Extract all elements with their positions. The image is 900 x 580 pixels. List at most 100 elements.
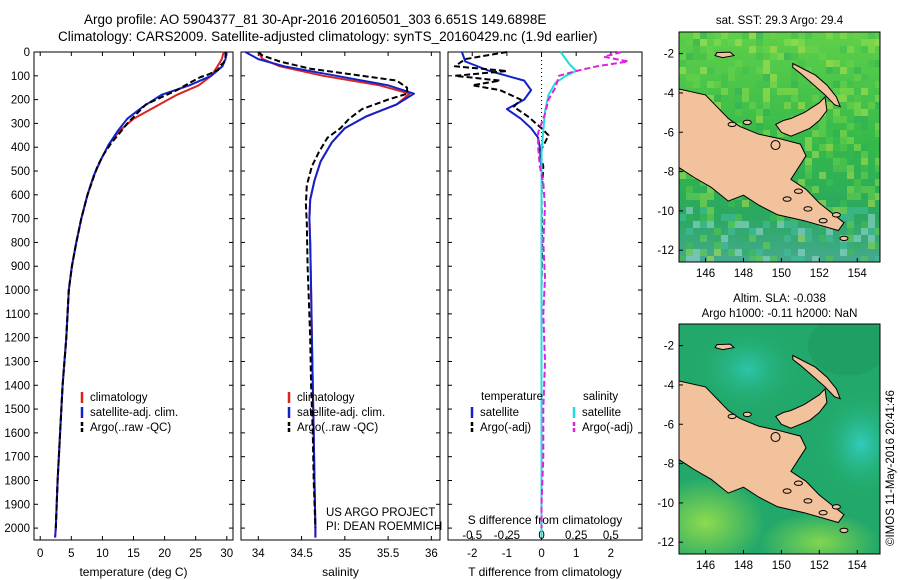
sst-pixel (784, 221, 791, 228)
sst-pixel (728, 200, 735, 207)
sst-pixel (679, 39, 686, 46)
sst-pixel (840, 207, 847, 214)
sst-pixel (861, 186, 868, 193)
x-axis-label: temperature (deg C) (79, 565, 187, 579)
sst-pixel (840, 130, 847, 137)
series-line-temperature-satellite (460, 51, 543, 538)
x-tick-label: 20 (158, 548, 171, 560)
sst-pixel (714, 39, 721, 46)
sst-pixel (875, 123, 880, 130)
sst-pixel (735, 102, 742, 109)
legend-label: climatology (297, 392, 355, 404)
sst-pixel (679, 256, 686, 262)
sst-pixel (686, 67, 693, 74)
sst-pixel (854, 242, 861, 249)
depth-tick-label: 0 (24, 47, 30, 59)
sst-pixel (707, 32, 714, 39)
s-axis-label: S difference from climatology (468, 513, 623, 527)
sst-pixel (742, 249, 749, 256)
sst-pixel (840, 116, 847, 123)
sst-pixel (819, 144, 826, 151)
lat-tick-label: -4 (664, 88, 675, 100)
sst-pixel (770, 214, 777, 221)
new-britain-shape (774, 95, 828, 137)
sst-pixel (700, 53, 707, 60)
argo-location-marker (770, 432, 781, 443)
sst-pixel (798, 60, 805, 67)
sst-pixel (763, 53, 770, 60)
sst-pixel (798, 235, 805, 242)
sst-pixel (735, 88, 742, 95)
sst-pixel (707, 81, 714, 88)
sst-pixel (847, 221, 854, 228)
sst-pixel (700, 67, 707, 74)
legend-label: Argo(..raw -QC) (90, 422, 171, 434)
depth-tick-label: 1800 (4, 475, 30, 487)
sst-pixel (700, 32, 707, 39)
sst-pixel (791, 53, 798, 60)
sst-pixel (861, 256, 868, 262)
sst-pixel (868, 242, 875, 249)
sst-pixel (686, 81, 693, 88)
sst-pixel (868, 228, 875, 235)
sst-pixel (784, 60, 791, 67)
new-britain-shape (774, 387, 828, 429)
sst-pixel (728, 67, 735, 74)
sst-pixel (714, 95, 721, 102)
sst-pixel (875, 102, 880, 109)
sst-pixel (854, 193, 861, 200)
sst-pixel (812, 186, 819, 193)
sst-pixel (847, 193, 854, 200)
sst-pixel (686, 186, 693, 193)
sst-pixel (686, 193, 693, 200)
sst-pixel (826, 179, 833, 186)
sst-pixel (686, 53, 693, 60)
sst-pixel (763, 109, 770, 116)
sst-pixel (770, 46, 777, 53)
sst-pixel (742, 102, 749, 109)
x-tick-label: -1 (502, 548, 512, 560)
sst-pixel (686, 228, 693, 235)
sst-pixel (742, 221, 749, 228)
legend-label: satellite-adj. clim. (90, 407, 178, 419)
island-shape (831, 212, 841, 218)
argo-location-marker (770, 140, 781, 151)
sla-map-frame (678, 323, 881, 555)
new-ireland-shape (792, 62, 842, 108)
sst-pixel (819, 53, 826, 60)
x-tick-label: 36 (425, 548, 438, 560)
sst-pixel (819, 123, 826, 130)
sst-pixel (756, 39, 763, 46)
sst-pixel (707, 214, 714, 221)
new-ireland-shape (792, 354, 842, 400)
sst-pixel (791, 67, 798, 74)
sst-pixel (707, 207, 714, 214)
sst-pixel (875, 130, 880, 137)
sst-pixel (826, 235, 833, 242)
legend-label: Argo(-adj) (480, 422, 531, 434)
sst-map-frame (678, 31, 881, 263)
series-line-climatology (54, 51, 225, 538)
s-tick-label: 0.5 (603, 530, 619, 542)
sst-pixel (861, 158, 868, 165)
sst-pixel (777, 88, 784, 95)
legend-label: Argo(-adj) (582, 422, 633, 434)
map-field (679, 32, 880, 262)
sst-pixel (861, 109, 868, 116)
sst-pixel (854, 116, 861, 123)
header-line-1: Argo profile: AO 5904377_81 30-Apr-2016 … (84, 12, 546, 27)
legend-heading: temperature (481, 391, 543, 403)
sst-pixel (875, 228, 880, 235)
sst-pixel (812, 137, 819, 144)
sst-pixel (770, 74, 777, 81)
lon-tick-label: 152 (810, 268, 829, 280)
sst-pixel (875, 81, 880, 88)
sst-pixel (819, 172, 826, 179)
sst-pixel (756, 256, 763, 262)
sst-pixel (805, 67, 812, 74)
series-line-salinity-satellite (540, 51, 578, 538)
lon-tick-label: 148 (734, 268, 753, 280)
lat-tick-label: -12 (657, 245, 674, 257)
island-shape (831, 504, 841, 510)
sst-pixel (819, 200, 826, 207)
